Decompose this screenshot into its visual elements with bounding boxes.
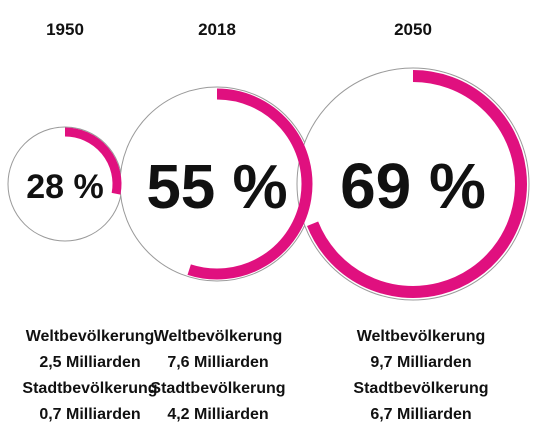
world-population-value: 7,6 Milliarden — [167, 354, 269, 371]
arc-1950 — [64, 127, 122, 195]
year-label-2018: 2018 — [198, 20, 236, 39]
world-population-label: Weltbevölkerung — [356, 328, 486, 345]
world-population-label: Weltbevölkerung — [153, 328, 283, 345]
percent-label-2050: 69 % — [340, 150, 486, 222]
year-label-1950: 1950 — [46, 20, 84, 39]
percent-label-2018: 55 % — [146, 153, 287, 222]
city-population-value: 4,2 Milliarden — [167, 406, 269, 423]
info-block-2050: Weltbevölkerung 9,7 Milliarden Stadtbevö… — [331, 324, 511, 428]
city-population-label: Stadtbevölkerung — [353, 380, 489, 397]
info-block-1950: Weltbevölkerung 2,5 Milliarden Stadtbevö… — [0, 324, 180, 428]
city-population-value: 6,7 Milliarden — [370, 406, 472, 423]
info-block-2018: Weltbevölkerung 7,6 Milliarden Stadtbevö… — [128, 324, 308, 428]
year-label-2050: 2050 — [394, 20, 432, 39]
arc-2050 — [307, 70, 527, 298]
arc-2018 — [187, 88, 313, 280]
city-population-label: Stadtbevölkerung — [22, 380, 158, 397]
city-population-label: Stadtbevölkerung — [150, 380, 286, 397]
ring-circle-2050 — [296, 67, 530, 301]
world-population-label: Weltbevölkerung — [25, 328, 155, 345]
percent-label-1950: 28 % — [26, 168, 104, 206]
world-population-value: 9,7 Milliarden — [370, 354, 472, 371]
world-population-value: 2,5 Milliarden — [39, 354, 141, 371]
city-population-value: 0,7 Milliarden — [39, 406, 141, 423]
